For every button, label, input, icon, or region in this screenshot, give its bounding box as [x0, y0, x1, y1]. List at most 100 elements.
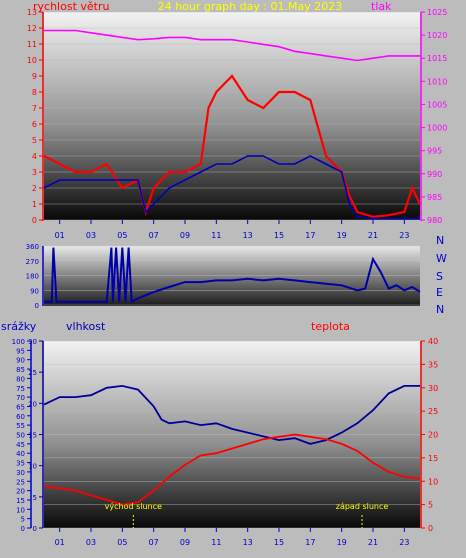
- rain-tick-label: 25: [16, 478, 25, 486]
- temperature-tick-label: 35: [428, 360, 438, 369]
- wind-pressure-panel: rychlost větru 24 hour graph day : 01.Ma…: [27, 0, 448, 240]
- wind-speed-tick-label: 13: [27, 8, 37, 17]
- rain-tick-label: 60: [16, 413, 25, 421]
- wind-direction-degree-label: 90: [30, 287, 39, 295]
- rain-tick-label: 10: [16, 506, 25, 514]
- panel-1-hour-tick-label: 05: [117, 231, 127, 240]
- panel-3-hour-tick-label: 17: [305, 538, 315, 547]
- panel-1-plot-area: [44, 12, 420, 220]
- panel-1-series-line: [43, 155, 420, 220]
- temperature-tick-label: 40: [428, 337, 438, 346]
- pressure-axis-label: tlak: [371, 0, 392, 13]
- wind-speed-tick-label: 9: [32, 72, 37, 81]
- temperature-tick-label: 25: [428, 407, 438, 416]
- panel-3-hour-tick-label: 19: [337, 538, 347, 547]
- wind-speed-tick-label: 4: [32, 152, 37, 161]
- humidity-tick-label: 10: [28, 463, 37, 471]
- humidity-tick-label: 30: [28, 338, 37, 346]
- panel-1-hour-tick-label: 13: [243, 231, 253, 240]
- rain-tick-label: 65: [16, 403, 25, 411]
- pressure-tick-label: 1020: [427, 31, 447, 40]
- panel-1-hour-tick-label: 07: [149, 231, 159, 240]
- wind-speed-tick-label: 10: [27, 56, 37, 65]
- panel-3-hour-tick-label: 01: [55, 538, 65, 547]
- panel-1-series: [43, 29, 421, 220]
- rain-tick-label: 35: [16, 460, 25, 468]
- pressure-tick-label: 1025: [427, 8, 447, 17]
- rain-tick-label: 100: [12, 338, 25, 346]
- panel-3-hour-tick-label: 21: [368, 538, 378, 547]
- rain-tick-label: 85: [16, 366, 25, 374]
- rain-tick-label: 75: [16, 385, 25, 393]
- pressure-tick-label: 980: [427, 216, 442, 225]
- panel-3-hour-tick-label: 05: [117, 538, 127, 547]
- panel-1-gridlines: [44, 11, 420, 221]
- rain-tick-label: 70: [16, 394, 25, 402]
- rain-axis-label: srážky: [1, 320, 37, 333]
- humidity-tick-label: 20: [28, 400, 37, 408]
- panel-3-hour-ticks: 01 03 05 07 09 11 13 15 17 19 21 23: [55, 528, 409, 547]
- wind-speed-tick-label: 1: [32, 200, 37, 209]
- chart-title: 24 hour graph day : 01.May 2023: [158, 0, 343, 13]
- temperature-tick-label: 5: [428, 501, 433, 510]
- wind-speed-tick-label: 12: [27, 24, 37, 33]
- temperature-tick-label: 10: [428, 477, 438, 486]
- panel-1-hour-tick-label: 15: [274, 231, 284, 240]
- rain-tick-label: 30: [16, 469, 25, 477]
- wind-speed-tick-label: 5: [32, 136, 37, 145]
- pressure-tick-label: 990: [427, 170, 442, 179]
- panel-1-hour-ticks: 01 03 05 07 09 11 13 15 17 19 21 23: [55, 220, 409, 240]
- panel-3-hour-tick-label: 11: [211, 538, 221, 547]
- rain-tick-label: 40: [16, 450, 25, 458]
- pressure-tick-label: 1015: [427, 54, 447, 63]
- wind-speed-tick-label: 7: [32, 104, 37, 113]
- rain-tick-label: 95: [16, 347, 25, 355]
- temperature-tick-label: 30: [428, 384, 438, 393]
- rain-tick-label: 5: [21, 516, 25, 524]
- panel-3-hour-tick-label: 15: [274, 538, 284, 547]
- rain-tick-label: 80: [16, 375, 25, 383]
- pressure-tick-label: 1005: [427, 100, 447, 109]
- wind-direction-degree-label: 270: [26, 258, 39, 266]
- panel-3-hour-tick-label: 23: [399, 538, 409, 547]
- panel-1-hour-tick-label: 17: [305, 231, 315, 240]
- panel-3-hour-tick-label: 09: [180, 538, 190, 547]
- temperature-axis-label: teplota: [311, 320, 350, 333]
- temperature-ticks: 0 5 10 15 20 25 30 35 40: [421, 337, 438, 533]
- sunrise-label: východ slunce: [105, 502, 162, 511]
- compass-label: N: [436, 234, 444, 247]
- panel-1-hour-tick-label: 19: [337, 231, 347, 240]
- sunset-label: západ slunce: [336, 502, 389, 511]
- panel-1-hour-tick-label: 21: [368, 231, 378, 240]
- rain-tick-label: 45: [16, 441, 25, 449]
- pressure-ticks: 980 985 990 995 1000 1005 1010 1015 1020 1025: [421, 8, 447, 225]
- compass-label: N: [436, 303, 444, 316]
- panel-2-series: [44, 247, 421, 304]
- temperature-tick-label: 15: [428, 454, 438, 463]
- wind-speed-tick-label: 0: [32, 216, 37, 225]
- pressure-tick-label: 1000: [427, 124, 447, 133]
- panel-1-hour-tick-label: 03: [86, 231, 96, 240]
- panel-3-series: [43, 384, 421, 506]
- wind-speed-tick-label: 2: [32, 184, 37, 193]
- rain-tick-label: 50: [16, 432, 25, 440]
- panel-3-hour-tick-label: 13: [243, 538, 253, 547]
- pressure-tick-label: 985: [427, 193, 442, 202]
- compass-label: S: [436, 270, 443, 283]
- panel-2-plot-area: [44, 246, 420, 306]
- wind-direction-degree-ticks: 0 90 180 270 360: [26, 243, 39, 310]
- temperature-tick-label: 0: [428, 524, 433, 533]
- panel-3-series-line: [43, 433, 421, 506]
- pressure-tick-label: 995: [427, 147, 442, 156]
- humidity-axis-label: vlhkost: [66, 320, 106, 333]
- wind-speed-tick-label: 11: [27, 40, 37, 49]
- humidity-tick-label: 15: [28, 432, 37, 440]
- rain-humidity-temperature-panel: srážky vlhkost teplota 05101520253035404…: [1, 320, 438, 547]
- panel-1-hour-tick-label: 11: [211, 231, 221, 240]
- wind-speed-tick-label: 3: [32, 168, 37, 177]
